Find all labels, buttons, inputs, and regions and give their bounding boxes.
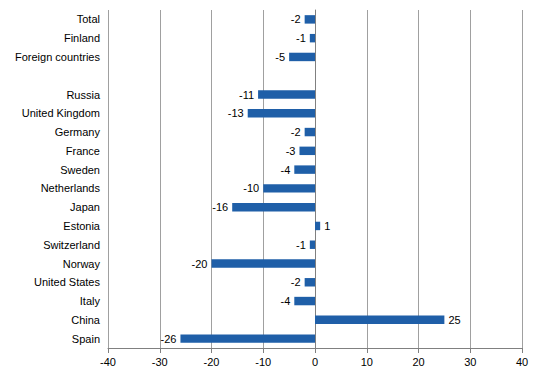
svg-text:Italy: Italy	[80, 295, 101, 307]
svg-text:-11: -11	[239, 89, 254, 101]
svg-text:20: 20	[412, 356, 424, 368]
svg-text:-2: -2	[291, 126, 301, 138]
svg-text:United States: United States	[34, 276, 101, 288]
svg-text:Switzerland: Switzerland	[43, 239, 100, 251]
svg-text:-10: -10	[255, 356, 271, 368]
svg-text:Netherlands: Netherlands	[41, 182, 101, 194]
svg-text:-26: -26	[161, 333, 177, 345]
svg-text:Russia: Russia	[66, 89, 101, 101]
svg-text:-1: -1	[296, 32, 306, 44]
svg-text:Estonia: Estonia	[63, 220, 101, 232]
svg-text:-4: -4	[281, 295, 291, 307]
svg-text:-20: -20	[204, 356, 220, 368]
svg-text:Spain: Spain	[72, 333, 100, 345]
svg-text:-2: -2	[291, 13, 301, 25]
svg-text:-10: -10	[243, 182, 259, 194]
svg-text:-1: -1	[296, 239, 306, 251]
svg-text:-4: -4	[281, 164, 291, 176]
svg-text:10: 10	[361, 356, 373, 368]
svg-text:40: 40	[516, 356, 528, 368]
svg-text:United Kingdom: United Kingdom	[22, 107, 100, 119]
svg-text:Japan: Japan	[70, 201, 100, 213]
svg-text:25: 25	[448, 314, 460, 326]
svg-text:-40: -40	[100, 356, 116, 368]
svg-text:-16: -16	[212, 201, 228, 213]
svg-text:Germany: Germany	[55, 126, 101, 138]
svg-text:Total: Total	[77, 13, 100, 25]
svg-text:Foreign countries: Foreign countries	[15, 51, 100, 63]
svg-text:-5: -5	[275, 51, 285, 63]
svg-text:-3: -3	[286, 145, 296, 157]
svg-text:Norway: Norway	[63, 258, 101, 270]
svg-text:China: China	[71, 314, 101, 326]
svg-text:-13: -13	[228, 107, 244, 119]
svg-text:1: 1	[324, 220, 330, 232]
svg-text:30: 30	[464, 356, 476, 368]
svg-text:0: 0	[312, 356, 318, 368]
svg-text:Sweden: Sweden	[60, 164, 100, 176]
svg-text:-20: -20	[192, 258, 208, 270]
svg-text:France: France	[66, 145, 100, 157]
svg-text:-2: -2	[291, 276, 301, 288]
svg-text:-30: -30	[152, 356, 168, 368]
svg-text:Finland: Finland	[64, 32, 100, 44]
